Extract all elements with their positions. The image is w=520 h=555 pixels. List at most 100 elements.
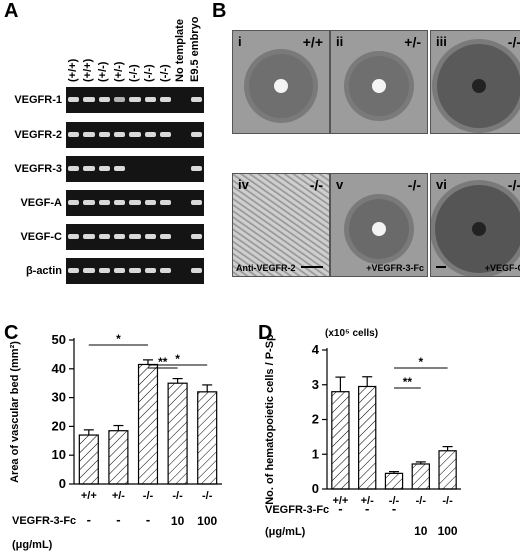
gel-band	[129, 200, 141, 205]
treatment-unit: (μg/mL)	[12, 539, 53, 551]
gel-band	[129, 132, 141, 137]
y-tick-label: 0	[312, 481, 319, 496]
explant-photo: v -/- +VEGFR-3-Fc	[330, 173, 428, 277]
explant-photo: iii -/-	[430, 30, 520, 134]
x-category-label: +/+	[332, 495, 348, 507]
bar	[358, 385, 377, 490]
gel-row-label: VEGFR-1	[14, 94, 62, 106]
y-tick-label: 2	[312, 412, 319, 427]
gel-band	[114, 97, 126, 102]
explant-center	[472, 79, 486, 93]
x-category-label: -/-	[172, 490, 183, 502]
gel-strip	[66, 224, 204, 250]
y-tick-label: 4	[312, 342, 320, 357]
gel-band	[114, 234, 126, 239]
significance-label: *	[418, 355, 423, 369]
x-category-label: -/-	[202, 490, 213, 502]
gel-column-label: No template	[174, 19, 186, 82]
treatment-unit: (μg/mL)	[265, 526, 306, 538]
gel-band	[129, 234, 141, 239]
gel-row-label: VEGFR-3	[14, 163, 62, 175]
gel-band	[160, 200, 172, 205]
explant-photo: i +/+	[232, 30, 330, 134]
photo-treatment-note: +VEGFR-3-Fc	[366, 263, 424, 273]
gel-band	[98, 166, 110, 171]
gel-band	[190, 97, 202, 102]
gel-band	[160, 268, 172, 273]
bar	[438, 450, 457, 490]
gel-band	[68, 234, 80, 239]
photo-roman-numeral: v	[336, 177, 344, 192]
gel-strip	[66, 87, 204, 113]
gel-column-label: (+/+)	[66, 58, 79, 82]
x-category-label: +/-	[112, 490, 125, 502]
gel-band	[98, 200, 110, 205]
gel-band	[68, 97, 80, 102]
x-category-label: +/-	[361, 495, 374, 507]
explant-center	[372, 79, 386, 93]
gel-band	[144, 268, 156, 273]
treatment-dose: 10	[414, 524, 428, 538]
gel-band	[129, 268, 141, 273]
bar	[108, 430, 129, 485]
explant-photo: vi -/- +VEGF-C	[430, 173, 520, 277]
y-tick-label: 10	[52, 447, 66, 462]
bar	[331, 391, 350, 490]
gel-strip	[66, 258, 204, 284]
gel-row-label: VEGF-A	[20, 197, 62, 209]
gel-row-label: β-actin	[25, 265, 62, 277]
gel-column-label: (+/-)	[97, 61, 110, 82]
photo-roman-numeral: iv	[238, 177, 249, 192]
photo-genotype: -/-	[407, 177, 421, 193]
y-tick-label: 1	[312, 446, 319, 461]
treatment-dose: -	[392, 501, 396, 516]
gel-band	[114, 268, 126, 273]
gel-band	[83, 166, 95, 171]
gel-band	[83, 234, 95, 239]
gel-band	[190, 268, 202, 273]
gel-band	[98, 268, 110, 273]
gel-band	[68, 200, 80, 205]
gel-band	[83, 200, 95, 205]
gel-band	[114, 166, 126, 171]
explant-center	[472, 222, 486, 236]
explant-photo: ii +/-	[330, 30, 428, 134]
treatment-dose: -	[338, 501, 342, 516]
panel-d-letter: D	[258, 322, 273, 344]
panel-b-letter: B	[212, 0, 227, 22]
gel-band	[190, 132, 202, 137]
y-tick-label: 20	[52, 418, 66, 433]
gel-strip	[66, 190, 204, 216]
treatment-dose: -	[87, 512, 91, 527]
x-category-label: -/-	[442, 495, 453, 507]
photo-treatment-note: Anti-VEGFR-2	[236, 263, 296, 273]
bar	[384, 472, 404, 490]
gel-band	[98, 132, 110, 137]
gel-band	[68, 268, 80, 273]
x-category-label: +/+	[81, 490, 97, 502]
y-tick-label: 30	[52, 390, 66, 405]
gel-strip	[66, 156, 204, 182]
x-category-label: -/-	[389, 495, 400, 507]
y-tick-label: 3	[312, 377, 319, 392]
scale-bar	[301, 266, 323, 268]
gel-band	[68, 132, 80, 137]
gel-band	[144, 234, 156, 239]
treatment-dose: -	[116, 512, 120, 527]
gel-band	[114, 200, 126, 205]
x-category-label: -/-	[416, 495, 427, 507]
photo-roman-numeral: ii	[336, 34, 344, 49]
gel-band	[98, 97, 110, 102]
panel-c-letter: C	[4, 322, 19, 344]
gel-strip	[66, 122, 204, 148]
photo-roman-numeral: vi	[436, 177, 447, 192]
gel-band	[144, 200, 156, 205]
gel-band	[190, 166, 202, 171]
y-tick-label: 50	[52, 332, 66, 347]
gel-band	[144, 132, 156, 137]
y-axis-label: No. of hematopoietic cells / P-Sp	[264, 334, 276, 505]
y-axis-label: Area of vascular bed (mm²)	[9, 341, 21, 483]
bar	[78, 434, 99, 485]
